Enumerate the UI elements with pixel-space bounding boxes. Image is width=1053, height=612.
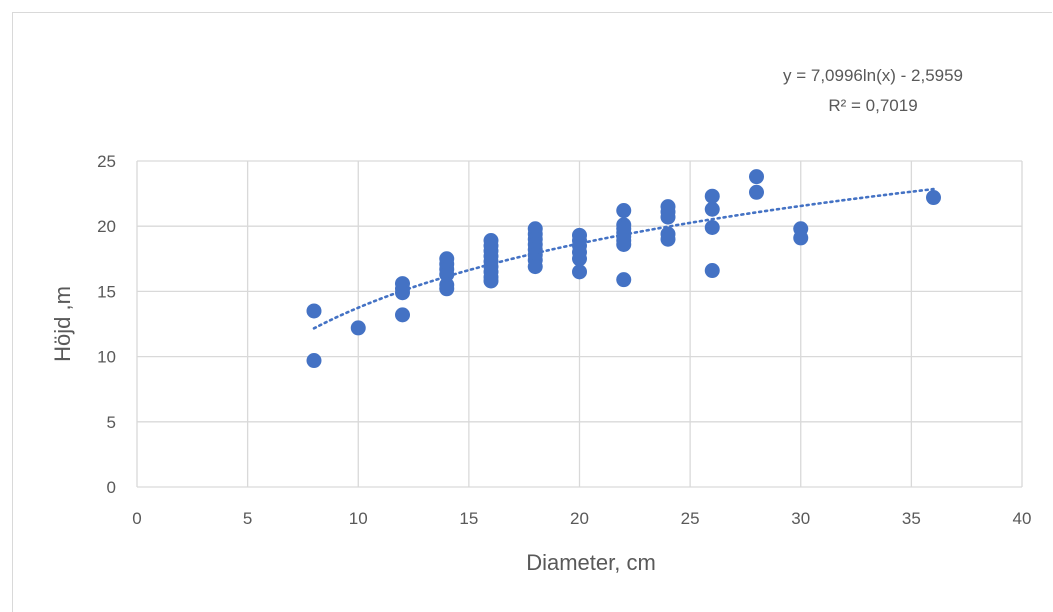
data-points (306, 169, 941, 369)
data-point (926, 190, 941, 206)
data-point (704, 220, 720, 236)
x-tick-label: 10 (349, 509, 368, 528)
data-point (306, 303, 322, 319)
data-point (704, 188, 720, 204)
x-tick-labels: 0 5 10 15 20 25 30 35 40 (132, 509, 1031, 528)
y-tick-label: 20 (97, 217, 116, 236)
data-point (306, 353, 322, 369)
data-point (660, 209, 676, 225)
data-point (793, 230, 809, 246)
y-tick-label: 10 (97, 348, 116, 367)
x-tick-label: 5 (243, 509, 252, 528)
x-tick-label: 30 (791, 509, 810, 528)
data-point (704, 263, 720, 279)
y-tick-label: 5 (107, 413, 116, 432)
data-point (749, 184, 764, 200)
x-tick-label: 20 (570, 509, 589, 528)
x-axis-title: Diameter, cm (526, 550, 656, 575)
y-tick-label: 15 (97, 282, 116, 301)
data-point (749, 169, 764, 185)
x-tick-label: 0 (132, 509, 141, 528)
data-point (395, 307, 410, 323)
data-point (395, 285, 410, 301)
x-tick-label: 35 (902, 509, 921, 528)
y-axis-title: Höjd ,m (50, 286, 75, 362)
data-point (572, 251, 587, 267)
chart-frame (12, 12, 1052, 612)
data-point (660, 231, 676, 247)
y-tick-labels: 0 5 10 15 20 25 (97, 152, 116, 497)
data-point (616, 203, 632, 219)
x-tick-label: 25 (681, 509, 700, 528)
data-point (439, 266, 455, 282)
data-point (704, 201, 720, 217)
data-point (483, 273, 499, 289)
trendline-r-squared: R² = 0,7019 (828, 96, 917, 115)
y-tick-label: 25 (97, 152, 116, 171)
gridlines (136, 160, 1023, 488)
data-point (616, 272, 632, 288)
trendline-equation: y = 7,0996ln(x) - 2,5959 (783, 66, 963, 85)
data-point (527, 259, 543, 275)
y-tick-label: 0 (107, 478, 116, 497)
x-tick-label: 40 (1013, 509, 1032, 528)
data-point (439, 281, 455, 297)
data-point (616, 236, 632, 252)
x-tick-label: 15 (459, 509, 478, 528)
data-point (572, 264, 587, 280)
data-point (350, 320, 366, 336)
